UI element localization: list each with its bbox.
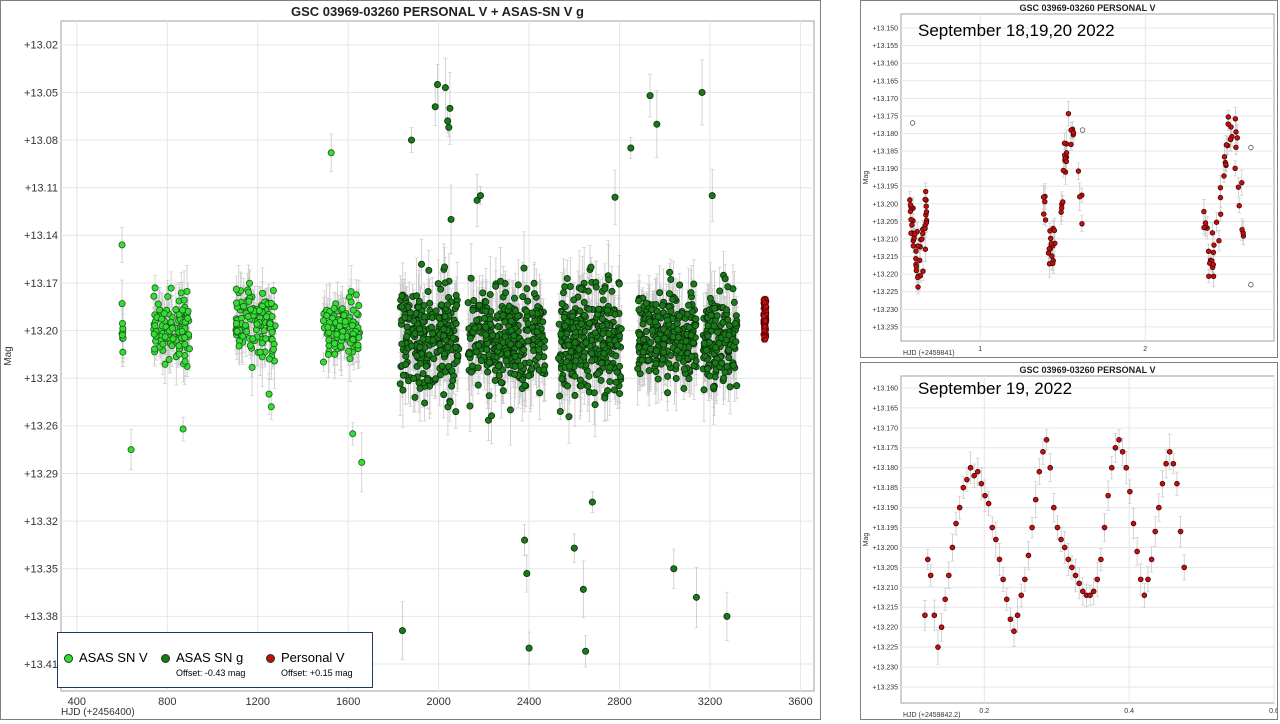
x-tick-label: 3600 bbox=[788, 696, 812, 708]
y-tick-label: +13.08 bbox=[24, 135, 58, 147]
y-tick-label: +13.05 bbox=[24, 87, 58, 99]
x-tick-label: 2400 bbox=[517, 696, 541, 708]
x-tick-label: 800 bbox=[158, 696, 176, 708]
x-tick-label: 2000 bbox=[426, 696, 450, 708]
y-tick-label: +13.35 bbox=[24, 564, 58, 576]
x-tick-label: 1200 bbox=[245, 696, 269, 708]
y-tick-label: +13.11 bbox=[25, 183, 58, 195]
y-tick-label: +13.17 bbox=[24, 278, 58, 290]
y-axis-label: Mag bbox=[3, 346, 14, 365]
x-axis-label: HJD (+2456400) bbox=[61, 707, 135, 718]
y-tick-label: +13.41 bbox=[24, 659, 58, 671]
y-tick-label: +13.23 bbox=[24, 373, 58, 385]
y-tick-label: +13.14 bbox=[24, 230, 58, 242]
x-tick-label: 2800 bbox=[607, 696, 631, 708]
main-chart-panel: +13.02 +13.05 +13.08 +13.11 +13.14 +13.17 +13.… bbox=[0, 0, 821, 720]
y-tick-label: +13.32 bbox=[24, 516, 58, 528]
main-chart: +13.02 +13.05 +13.08 +13.11 +13.14 +13.17 +13.… bbox=[1, 1, 820, 719]
x-tick-label: 1600 bbox=[336, 696, 360, 708]
y-tick-label: +13.20 bbox=[24, 325, 58, 337]
y-tick-label: +13.02 bbox=[24, 40, 58, 52]
x-tick-label: 3200 bbox=[698, 696, 722, 708]
chart-title: GSC 03969-03260 PERSONAL V + ASAS-SN V g bbox=[291, 4, 584, 19]
y-tick-label: +13.29 bbox=[24, 468, 58, 480]
y-tick-label: +13.26 bbox=[24, 421, 58, 433]
y-tick-label: +13.38 bbox=[24, 611, 58, 623]
